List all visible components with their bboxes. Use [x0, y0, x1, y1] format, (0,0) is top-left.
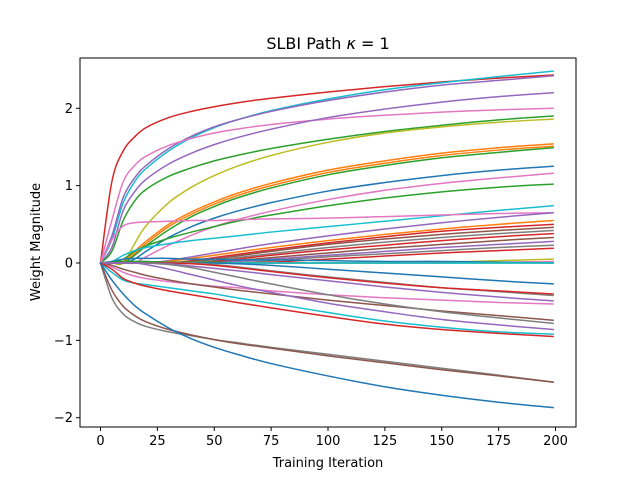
series-line-40	[99, 262, 554, 338]
series-layer	[99, 70, 554, 409]
series-line-3	[99, 75, 554, 264]
x-tick-label: 50	[206, 434, 223, 449]
y-tick-label: 0	[65, 257, 73, 272]
series-line-1	[99, 74, 554, 264]
x-tick-label: 200	[543, 434, 568, 449]
x-tick-label: 25	[149, 434, 166, 449]
series-line-13	[99, 183, 554, 265]
series-line-6	[99, 115, 554, 264]
title-prefix: SLBI Path	[266, 34, 346, 53]
y-axis-label: Weight Magnitude	[29, 183, 44, 301]
x-tick-label: 150	[429, 434, 454, 449]
series-line-42	[99, 262, 554, 383]
y-tick-label: −1	[54, 334, 73, 349]
axes-layer: 0 25 50 75 100 125 150 175 200 −2 −1 0 1 2	[54, 57, 577, 449]
y-tick-label: 1	[65, 179, 73, 194]
series-line-38	[99, 262, 554, 331]
series-line-35	[99, 262, 554, 305]
title-kappa-symbol: κ	[346, 34, 356, 53]
series-line-43	[99, 262, 554, 409]
x-tick-label: 75	[263, 434, 280, 449]
series-line-4	[99, 107, 554, 264]
x-tick-label: 175	[486, 434, 511, 449]
y-tick-label: 2	[65, 102, 73, 117]
series-line-33	[99, 262, 554, 295]
x-tick-label: 100	[316, 434, 341, 449]
title-suffix: = 1	[356, 34, 390, 53]
x-axis-label: Training Iteration	[272, 456, 384, 471]
series-line-15	[99, 211, 554, 264]
x-tick-label: 0	[96, 434, 104, 449]
y-tick-label: −2	[54, 411, 73, 426]
series-line-39	[99, 262, 554, 335]
series-line-28	[99, 257, 554, 264]
chart-title: SLBI Path κ = 1	[266, 34, 389, 53]
x-tick-label: 125	[372, 434, 397, 449]
series-line-5	[99, 92, 554, 264]
series-line-14	[99, 205, 554, 264]
